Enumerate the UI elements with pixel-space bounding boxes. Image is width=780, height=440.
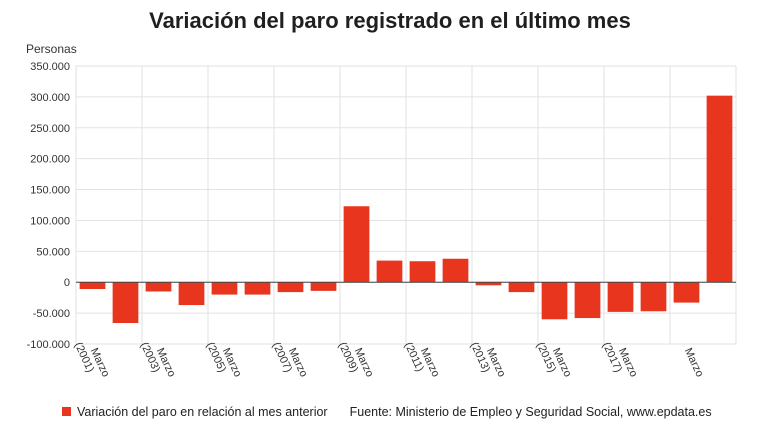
bar-2004 xyxy=(178,282,205,306)
bar-2016 xyxy=(574,282,601,319)
bar-2002 xyxy=(112,282,139,323)
bar-2017 xyxy=(607,282,634,312)
x-tick-label: Marzo(2009) xyxy=(336,335,376,384)
bar-2001 xyxy=(79,282,106,290)
x-tick-label: Marzo(2011) xyxy=(402,335,442,384)
x-tick-label: Marzo(2003) xyxy=(138,335,178,384)
bar-2011 xyxy=(409,261,436,283)
bar-2009 xyxy=(343,206,370,283)
bar-2010 xyxy=(376,260,403,283)
x-tick-label: Marzo(2013) xyxy=(468,335,508,384)
bar-2008 xyxy=(310,282,337,291)
x-tick-label: Marzo xyxy=(682,346,706,379)
bar-2018 xyxy=(640,282,667,312)
bar-2015 xyxy=(541,282,568,320)
bar-2012 xyxy=(442,258,469,283)
y-axis-label: Personas xyxy=(26,42,77,56)
y-tick-label: -50.000 xyxy=(33,308,70,320)
y-tick-label: 200.000 xyxy=(30,154,70,166)
bar-2003 xyxy=(145,282,172,292)
bar-2020 xyxy=(706,95,733,283)
y-tick-label: 300.000 xyxy=(30,92,70,104)
bar-2005 xyxy=(211,282,238,295)
y-tick-label: 0 xyxy=(64,277,70,289)
bar-2006 xyxy=(244,282,271,295)
x-tick-label: Marzo(2015) xyxy=(534,335,574,384)
y-tick-label: 250.000 xyxy=(30,123,70,135)
x-tick-month: Marzo xyxy=(682,346,706,379)
x-tick-label: Marzo(2001) xyxy=(72,335,112,384)
x-tick-label: Marzo(2007) xyxy=(270,335,310,384)
source-note: Fuente: Ministerio de Empleo y Seguridad… xyxy=(349,405,712,419)
chart-title: Variación del paro registrado en el últi… xyxy=(149,8,631,33)
y-tick-label: 50.000 xyxy=(36,246,70,258)
bar-2014 xyxy=(508,282,535,293)
y-tick-label: 100.000 xyxy=(30,215,70,227)
bars xyxy=(79,95,733,323)
x-tick-labels: Marzo(2001) Marzo(2003) Marzo(2005) Marzo(2… xyxy=(72,335,706,384)
x-tick-label: Marzo(2005) xyxy=(204,335,244,384)
x-tick-label: Marzo(2017) xyxy=(600,335,640,384)
bar-2013 xyxy=(475,282,502,286)
bar-2007 xyxy=(277,282,304,293)
y-tick-label: 350.000 xyxy=(30,61,70,73)
chart-footer: Variación del paro en relación al mes an… xyxy=(62,405,762,419)
y-tick-label: -100.000 xyxy=(27,339,70,351)
y-tick-label: 150.000 xyxy=(30,185,70,197)
legend-swatch xyxy=(62,407,71,416)
legend-label: Variación del paro en relación al mes an… xyxy=(77,405,328,419)
gridlines xyxy=(75,65,737,345)
y-tick-labels: 350.000 300.000 250.000 200.000 150.000 100.0… xyxy=(27,61,70,351)
bar-2019 xyxy=(673,282,700,303)
